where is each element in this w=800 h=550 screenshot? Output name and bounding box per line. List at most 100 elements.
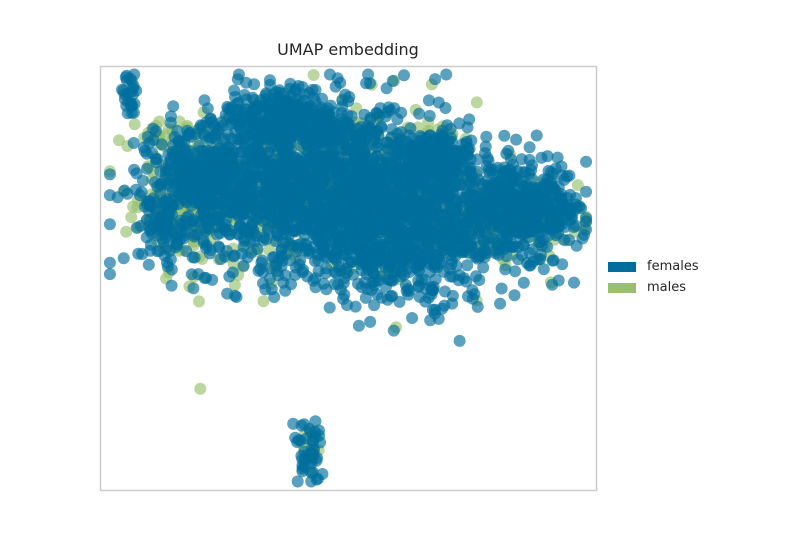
data-point — [144, 238, 157, 251]
data-point — [213, 122, 226, 135]
data-point — [337, 292, 350, 305]
data-point — [507, 199, 520, 212]
data-point — [243, 144, 256, 157]
data-point — [124, 97, 137, 110]
data-point — [291, 475, 304, 488]
data-point — [119, 71, 132, 84]
data-point — [431, 207, 444, 220]
data-point — [510, 225, 523, 238]
data-point — [480, 130, 493, 143]
data-point — [420, 170, 433, 183]
data-point — [161, 198, 174, 211]
data-point — [370, 106, 383, 119]
data-point — [334, 264, 347, 277]
legend-item-males: males — [608, 277, 748, 298]
data-point — [246, 209, 259, 222]
data-point — [178, 229, 191, 242]
data-point — [501, 222, 514, 235]
data-point — [418, 200, 431, 213]
data-point — [203, 247, 216, 260]
data-point — [127, 137, 140, 149]
data-point — [524, 259, 537, 272]
data-point — [387, 324, 400, 337]
data-point — [179, 214, 192, 227]
data-point — [113, 134, 125, 147]
data-point — [237, 259, 250, 272]
data-point — [429, 73, 442, 86]
data-point — [257, 295, 270, 308]
data-point — [103, 256, 116, 269]
data-point — [523, 247, 536, 260]
data-point — [162, 157, 175, 169]
data-point — [384, 104, 397, 117]
data-point — [546, 254, 559, 267]
data-point — [502, 189, 515, 202]
data-point — [500, 147, 513, 160]
data-point — [371, 254, 384, 266]
data-point — [232, 68, 245, 81]
data-point — [309, 415, 322, 428]
data-point — [299, 237, 312, 250]
data-point — [133, 189, 146, 202]
data-point — [358, 135, 371, 148]
data-point — [215, 176, 228, 189]
data-point — [117, 252, 130, 265]
data-point — [213, 210, 226, 223]
data-point — [398, 69, 410, 82]
data-point — [283, 186, 296, 199]
data-point — [541, 150, 554, 163]
data-point — [223, 228, 236, 240]
data-point — [289, 261, 302, 274]
data-point — [248, 78, 261, 91]
data-point — [125, 211, 138, 224]
data-point — [480, 160, 493, 173]
data-point — [433, 218, 446, 231]
data-point — [370, 150, 383, 163]
data-point — [141, 162, 153, 175]
data-point — [351, 238, 364, 250]
data-point — [121, 87, 134, 100]
data-point — [274, 101, 287, 114]
data-point — [228, 201, 241, 214]
data-point — [391, 113, 404, 126]
data-point — [580, 155, 593, 168]
data-point — [494, 297, 507, 310]
data-point — [218, 166, 231, 179]
data-point — [252, 264, 265, 277]
data-point — [427, 280, 440, 293]
data-point — [233, 133, 246, 146]
data-point — [172, 135, 185, 148]
data-point — [521, 207, 534, 220]
data-point — [440, 68, 453, 81]
data-point — [393, 248, 405, 261]
data-point — [339, 219, 352, 232]
data-point — [379, 161, 392, 174]
data-point — [261, 184, 273, 197]
series-females — [103, 68, 593, 488]
data-point — [332, 156, 345, 169]
data-point — [272, 175, 285, 188]
data-point — [508, 289, 521, 302]
data-point — [517, 276, 530, 289]
data-point — [252, 145, 265, 158]
data-point — [464, 153, 477, 166]
data-point — [465, 240, 477, 252]
data-point — [271, 132, 283, 145]
data-point — [358, 198, 371, 211]
data-point — [322, 126, 335, 139]
data-point — [473, 274, 486, 286]
data-point — [444, 122, 457, 135]
data-point — [168, 190, 181, 203]
data-point — [147, 134, 160, 146]
data-point — [309, 181, 322, 194]
data-point — [458, 272, 471, 285]
data-point — [385, 257, 397, 270]
data-point — [103, 189, 116, 202]
data-point — [185, 130, 198, 143]
data-point — [259, 283, 272, 296]
data-point — [303, 139, 315, 152]
chart-title: UMAP embedding — [277, 40, 419, 59]
data-point — [252, 173, 265, 186]
data-point — [279, 118, 292, 131]
data-point — [412, 135, 425, 148]
